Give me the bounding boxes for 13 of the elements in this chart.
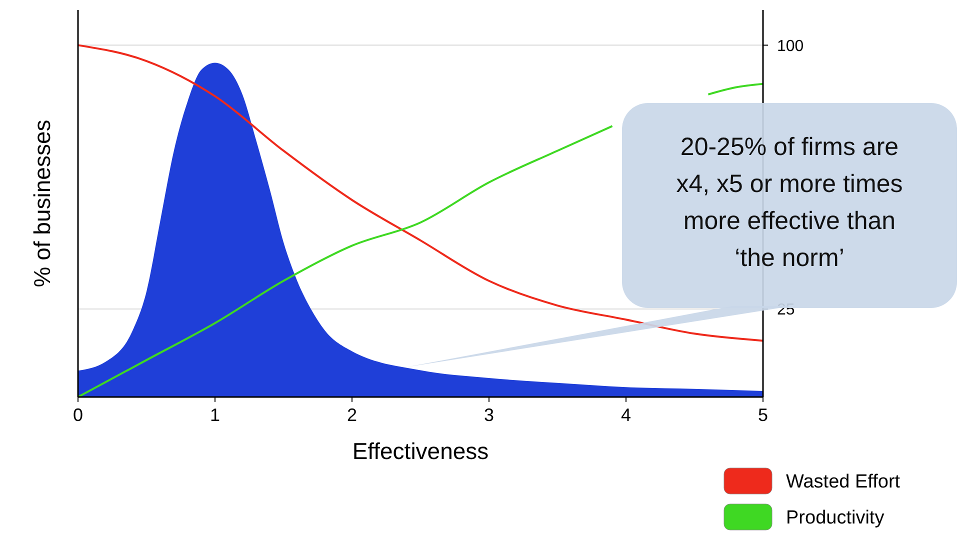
x-tick-label: 3	[484, 405, 494, 425]
x-tick-label: 5	[758, 405, 768, 425]
x-tick-label: 1	[210, 405, 220, 425]
legend-label: Wasted Effort	[786, 472, 901, 493]
y-tick-label: 25	[777, 302, 795, 319]
x-tick-label: 2	[346, 405, 358, 425]
x-axis-title: Effectiveness	[352, 438, 489, 464]
x-tick-label: 4	[620, 405, 632, 425]
x-tick-label: 0	[72, 405, 84, 425]
annotation: 20-25% of firms are x4, x5 or more times more effective than ‘the norm’	[676, 133, 903, 272]
y-axis-title: % of businesses	[29, 120, 55, 288]
y-tick-label: 100	[777, 38, 804, 55]
legend-label: Productivity	[786, 508, 885, 529]
